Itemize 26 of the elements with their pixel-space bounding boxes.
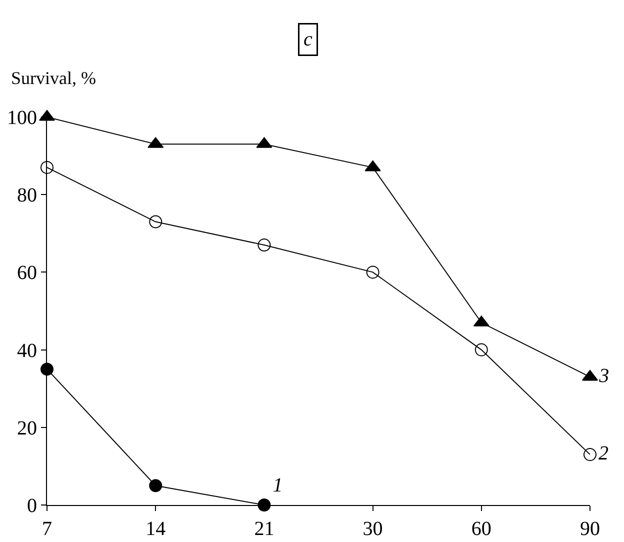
point: [258, 498, 271, 512]
series-label: 2: [598, 442, 608, 465]
x-tick-label: 21: [254, 518, 274, 540]
y-tick-label: 0: [27, 495, 37, 517]
point: [258, 238, 271, 252]
chart-title: c: [304, 28, 312, 50]
point: [366, 266, 380, 279]
point: [584, 448, 596, 462]
y-tick-label: 20: [17, 417, 37, 440]
y-tick-label: 60: [17, 262, 37, 284]
point: [149, 479, 162, 492]
x-tick-label: 30: [362, 518, 383, 540]
series-label: 1: [272, 474, 283, 496]
y-tick-label: 40: [17, 340, 37, 362]
y-tick-label: 100: [7, 107, 37, 129]
point: [40, 160, 54, 174]
x-tick-label: 90: [580, 518, 600, 540]
y-axis-title: Survival, %: [11, 68, 96, 88]
point: [474, 343, 488, 356]
x-tick-label: 14: [146, 518, 166, 540]
y-tick-label: 80: [17, 184, 37, 207]
x-tick-label: 60: [471, 518, 492, 540]
series-label: 3: [598, 364, 610, 387]
point: [149, 215, 162, 228]
x-tick-label: 7: [42, 518, 52, 540]
point: [40, 362, 54, 376]
